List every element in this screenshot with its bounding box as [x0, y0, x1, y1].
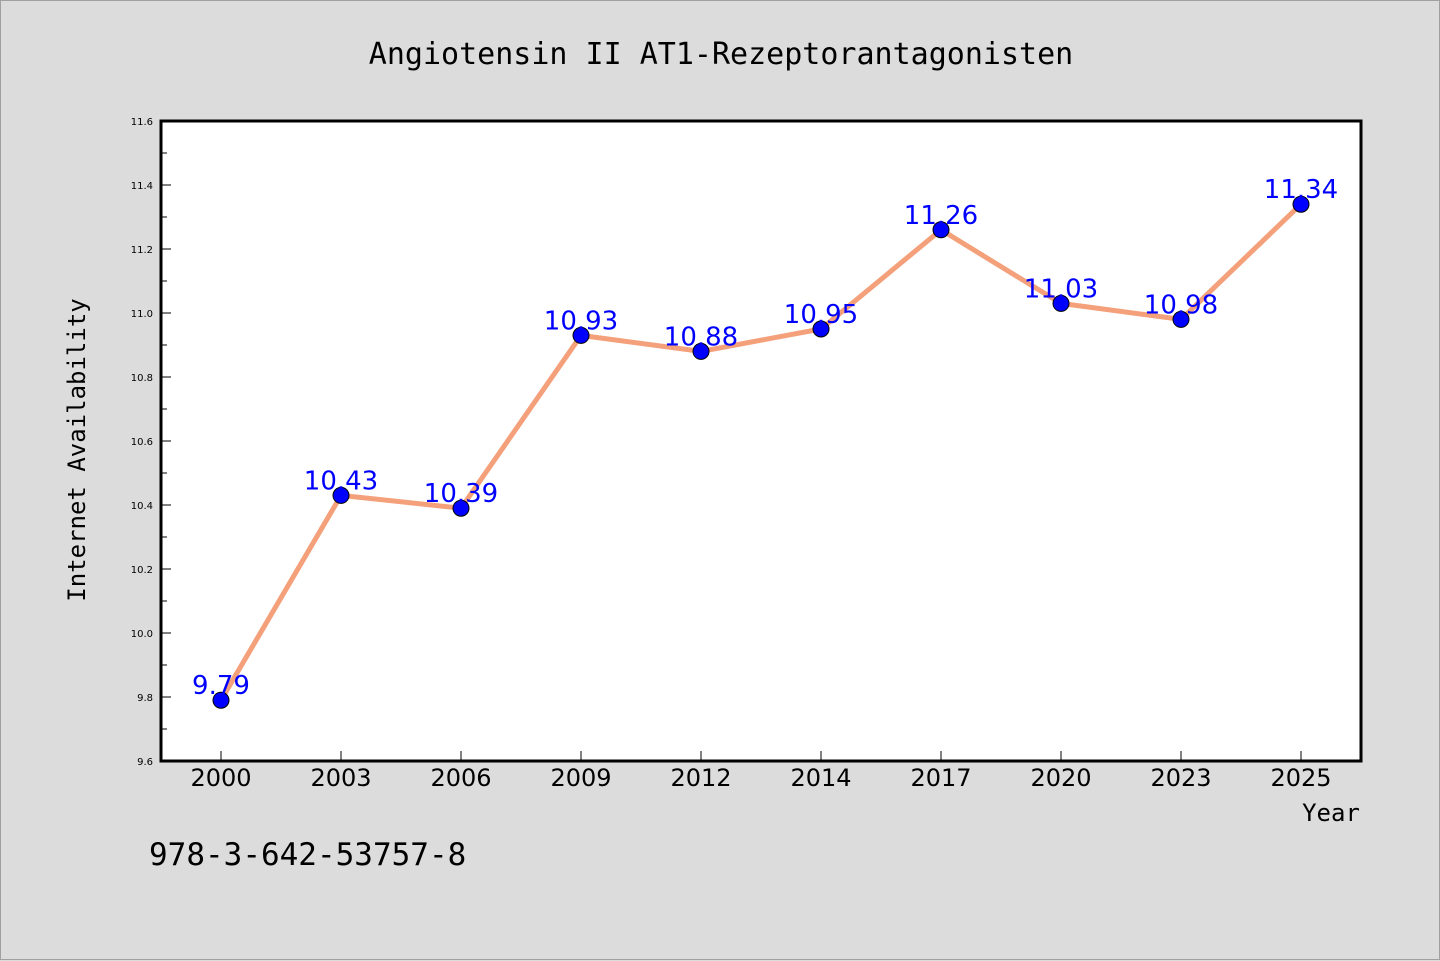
x-tick-label: 2003 [310, 764, 371, 792]
data-point [1172, 310, 1190, 328]
y-tick-label: 11.2 [131, 245, 153, 256]
y-tick-label: 11.6 [131, 117, 153, 128]
chart-title: Angiotensin II AT1-Rezeptorantagonisten [369, 37, 1073, 72]
y-tick-label: 10.2 [131, 565, 153, 576]
data-label: 10.93 [544, 306, 618, 336]
y-tick-label: 9.8 [137, 693, 153, 704]
y-tick-label: 10.4 [131, 501, 153, 512]
y-tick-label: 9.6 [137, 757, 153, 768]
footer-code: 978-3-642-53757-8 [149, 837, 466, 873]
x-tick-label: 2000 [190, 764, 251, 792]
x-tick-label: 2012 [670, 764, 731, 792]
x-tick-label: 2014 [790, 764, 851, 792]
plot-area [159, 119, 1363, 763]
data-label: 10.98 [1144, 290, 1218, 320]
y-tick-label: 10.8 [131, 373, 153, 384]
data-label: 10.43 [304, 466, 378, 496]
x-tick-label: 2009 [550, 764, 611, 792]
data-point [932, 221, 950, 239]
series-line [218, 202, 1303, 702]
data-label: 11.26 [904, 201, 978, 231]
data-point [212, 691, 230, 709]
x-tick-label: 2006 [430, 764, 491, 792]
y-axis: 9.6 9.8 10.0 10.2 10.4 10.6 10.8 11.0 11.2 11.4 11… [131, 117, 171, 768]
y-tick-label: 11.0 [131, 309, 153, 320]
data-label: 10.88 [664, 322, 738, 352]
data-label: 10.95 [784, 300, 858, 330]
x-tick-label: 2025 [1270, 764, 1331, 792]
data-point [692, 342, 710, 360]
y-axis-label: Internet Availability [63, 298, 91, 601]
series-layer: 9.79 10.43 10.39 10.93 10.88 10.95 11.26 11.03 1… [192, 175, 1338, 709]
y-tick-label: 10.0 [131, 629, 153, 640]
data-point [452, 499, 470, 517]
data-point [812, 320, 830, 338]
y-tick-label: 10.6 [131, 437, 153, 448]
x-tick-label: 2017 [910, 764, 971, 792]
x-axis: 2000 2003 2006 2009 2012 2014 2017 2020 2023 2025 [190, 751, 1332, 792]
x-axis-label: Year [1302, 799, 1360, 827]
data-label: 11.03 [1024, 274, 1098, 304]
data-label: 11.34 [1264, 175, 1338, 205]
data-point [572, 326, 590, 344]
data-point [1292, 195, 1310, 213]
data-label: 9.79 [192, 671, 250, 701]
y-tick-label: 11.4 [131, 181, 153, 192]
x-tick-label: 2020 [1030, 764, 1091, 792]
data-point [1052, 294, 1070, 312]
x-tick-label: 2023 [1150, 764, 1211, 792]
data-point [332, 486, 350, 504]
data-label: 10.39 [424, 479, 498, 509]
